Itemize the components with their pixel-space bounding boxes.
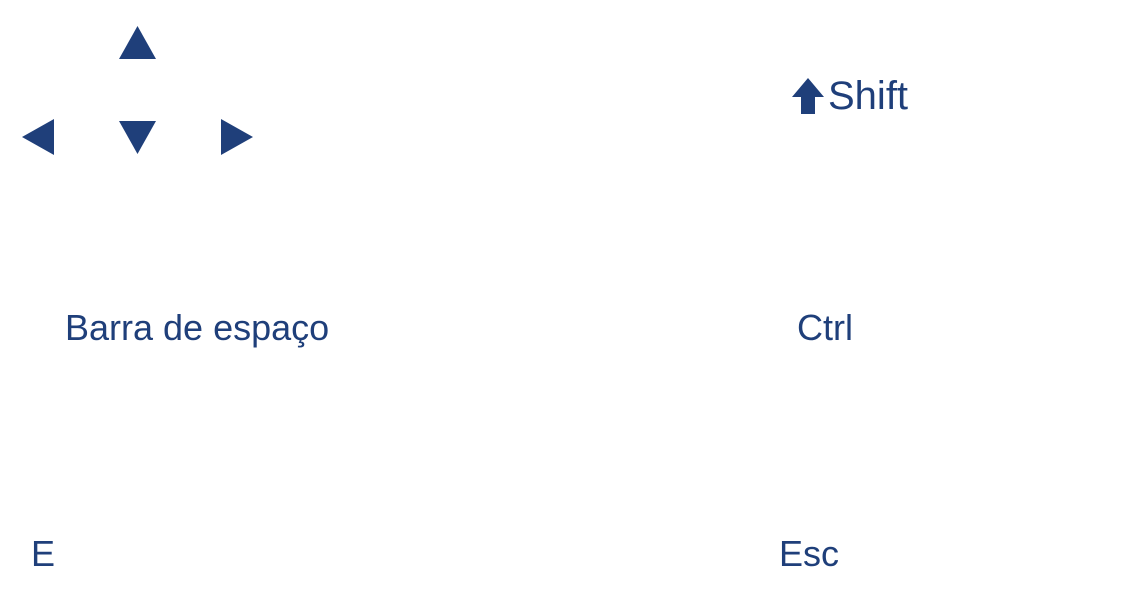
arrow-left-icon xyxy=(22,119,54,155)
shift-label: Shift xyxy=(828,74,909,118)
space-key-label: Barra de espaço xyxy=(65,307,330,348)
arrow-up-icon xyxy=(119,26,156,59)
ctrl-key-label: Ctrl xyxy=(797,307,853,348)
arrow-right-icon xyxy=(221,119,253,155)
shift-arrow-icon xyxy=(792,78,824,114)
arrow-down-icon xyxy=(119,121,156,154)
esc-key-label: Esc xyxy=(779,533,840,574)
e-key-label: E xyxy=(31,533,56,574)
shift-key: Shift xyxy=(792,74,908,118)
